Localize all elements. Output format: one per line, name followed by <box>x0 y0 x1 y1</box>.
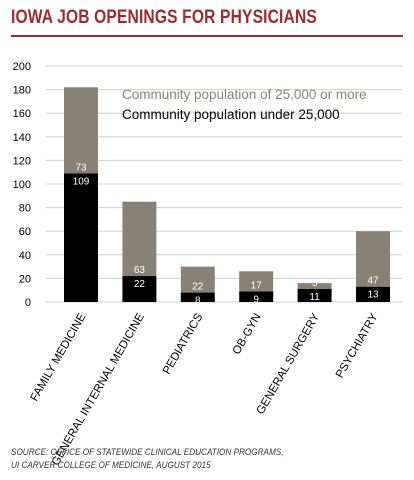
bar-segment-25000-or-more <box>122 201 157 277</box>
y-tick-label: 80 <box>19 203 31 215</box>
source-line-1: SOURCE: OFFICE OF STATEWIDE CLINICAL EDU… <box>11 447 284 458</box>
bar-segment-under-25000 <box>297 289 332 302</box>
y-tick-label: 40 <box>19 250 31 262</box>
x-category-label: OB-GYN <box>231 312 264 357</box>
chart-title: IOWA JOB OPENINGS FOR PHYSICIANS <box>11 7 317 28</box>
x-category-label: PSYCHIATRY <box>334 311 381 380</box>
x-category-label: PEDIATRICS <box>161 311 206 376</box>
bar-segment-under-25000 <box>64 173 98 302</box>
data-label-25000-or-more: 63 <box>134 265 146 276</box>
data-label-25000-or-more: 47 <box>367 276 379 287</box>
data-label-25000-or-more: 22 <box>192 282 204 293</box>
bar-segment-under-25000 <box>180 292 215 302</box>
data-label-under-25000: 13 <box>367 290 379 301</box>
y-tick-label: 120 <box>13 155 31 167</box>
legend-entry-under-25000: Community population under 25,000 <box>122 107 340 122</box>
data-label-under-25000: 22 <box>134 279 146 290</box>
x-category-label: FAMILY MEDICINE <box>29 311 89 403</box>
bars: 109 73 22 63 8 22 9 17 11 5 13 47 <box>64 87 390 307</box>
data-label-under-25000: 11 <box>309 292 320 303</box>
y-tick-label: 140 <box>13 132 31 144</box>
data-label-25000-or-more: 73 <box>75 162 87 173</box>
data-label-under-25000: 109 <box>73 176 90 187</box>
bar-segment-25000-or-more <box>64 87 98 174</box>
title-divider <box>11 35 403 37</box>
y-tick-label: 200 <box>13 61 31 73</box>
y-tick-label: 160 <box>13 108 31 120</box>
bar-segment-under-25000 <box>122 276 157 302</box>
data-label-under-25000: 8 <box>195 296 201 307</box>
bar-segment-25000-or-more <box>297 283 332 290</box>
y-tick-label: 0 <box>25 297 31 309</box>
legend: Community population of 25,000 or more Co… <box>122 87 367 122</box>
bar-segment-under-25000 <box>239 291 274 302</box>
y-axis-ticks: 0 20 40 60 80 100 120 140 160 180 200 <box>13 61 31 309</box>
source-line-2: UI CARVER COLLEGE OF MEDICINE, AUGUST 20… <box>11 460 211 471</box>
gridlines <box>46 65 402 303</box>
data-label-25000-or-more: 5 <box>312 278 318 289</box>
x-category-label: GENERAL SURGERY <box>255 311 323 416</box>
y-tick-label: 180 <box>13 85 31 97</box>
bar-segment-under-25000 <box>356 286 390 302</box>
source-note: SOURCE: OFFICE OF STATEWIDE CLINICAL EDU… <box>11 446 284 472</box>
bar-segment-25000-or-more <box>180 266 215 293</box>
y-tick-label: 20 <box>19 273 31 285</box>
y-tick-label: 60 <box>19 226 31 238</box>
data-label-25000-or-more: 17 <box>251 280 263 291</box>
legend-entry-25000-or-more: Community population of 25,000 or more <box>122 87 367 102</box>
data-label-under-25000: 9 <box>253 294 259 305</box>
bar-segment-25000-or-more <box>356 231 390 287</box>
y-tick-label: 100 <box>13 179 31 191</box>
bar-segment-25000-or-more <box>239 271 274 292</box>
